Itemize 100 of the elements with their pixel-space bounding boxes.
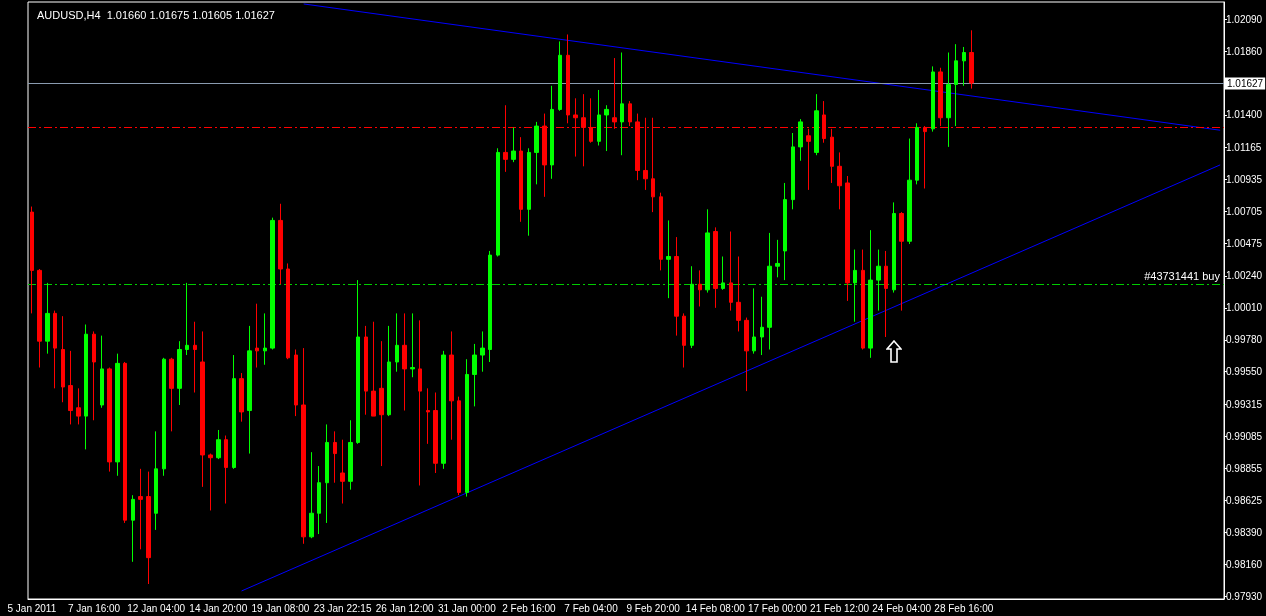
x-tick-label: 28 Feb 16:00 bbox=[934, 602, 994, 614]
candlestick bbox=[325, 423, 329, 524]
candlestick bbox=[100, 335, 104, 409]
candlestick bbox=[208, 453, 213, 511]
candlestick bbox=[729, 231, 733, 312]
candlestick bbox=[861, 249, 865, 350]
candlestick bbox=[286, 262, 290, 360]
candlestick bbox=[511, 126, 516, 163]
x-tick-label: 7 Jan 16:00 bbox=[67, 602, 121, 614]
candlestick bbox=[783, 182, 787, 281]
candlestick bbox=[379, 340, 384, 467]
candlestick bbox=[767, 232, 772, 350]
candlestick bbox=[915, 122, 919, 185]
candlestick bbox=[558, 40, 562, 112]
y-tick-label: 1.01860 bbox=[1226, 45, 1263, 57]
candlestick bbox=[472, 343, 477, 407]
candlestick bbox=[185, 282, 189, 356]
y-tick-label: 1.00475 bbox=[1226, 237, 1263, 249]
candlestick bbox=[674, 236, 679, 337]
y-tick-label: 1.00240 bbox=[1226, 270, 1263, 282]
y-tick-label: 0.98160 bbox=[1226, 559, 1263, 571]
candlestick bbox=[527, 147, 531, 237]
candlestick bbox=[519, 136, 523, 223]
y-tick-label: 0.99315 bbox=[1226, 398, 1263, 410]
candlestick bbox=[255, 303, 259, 369]
candlestick bbox=[433, 392, 438, 474]
x-tick-label: 21 Feb 12:00 bbox=[810, 602, 870, 614]
candlestick bbox=[713, 226, 718, 309]
candlestick bbox=[480, 330, 485, 373]
candlestick bbox=[177, 340, 182, 406]
candlestick bbox=[666, 219, 671, 299]
candlestick bbox=[45, 282, 50, 355]
candlestick bbox=[193, 321, 197, 394]
candlestick bbox=[969, 29, 974, 90]
candlestick bbox=[721, 256, 725, 291]
candlestick bbox=[418, 319, 422, 486]
candlestick bbox=[364, 325, 368, 416]
candlestick bbox=[68, 350, 73, 425]
candlestick bbox=[169, 357, 174, 432]
candlestick bbox=[907, 138, 912, 245]
candlestick bbox=[239, 372, 244, 423]
candlestick bbox=[488, 250, 492, 363]
x-tick-label: 7 Feb 04:00 bbox=[564, 602, 619, 614]
candlestick bbox=[931, 65, 935, 133]
candlestick bbox=[146, 471, 151, 585]
y-tick-label: 0.99550 bbox=[1226, 366, 1263, 378]
candlestick bbox=[309, 451, 314, 539]
candlestick bbox=[154, 430, 158, 531]
x-tick-label: 2 Feb 16:00 bbox=[502, 602, 557, 614]
candlestick bbox=[162, 357, 166, 477]
candlestick bbox=[736, 256, 741, 332]
candlestick bbox=[892, 201, 896, 294]
candlestick bbox=[775, 239, 780, 278]
candlestick bbox=[333, 430, 337, 484]
candlestick bbox=[620, 52, 624, 156]
candlestick bbox=[371, 321, 376, 417]
candlestick bbox=[682, 312, 686, 369]
x-tick-label: 17 Feb 00:00 bbox=[747, 602, 808, 614]
candlestick bbox=[115, 353, 120, 477]
x-tick-label: 23 Jan 22:15 bbox=[313, 602, 372, 614]
candlestick bbox=[457, 396, 461, 496]
candlestick bbox=[278, 203, 283, 285]
x-tick-label: 24 Feb 04:00 bbox=[872, 602, 932, 614]
candlestick bbox=[496, 147, 500, 258]
y-tick-label: 0.97930 bbox=[1226, 591, 1263, 602]
candlestick bbox=[123, 361, 127, 524]
y-tick-label: 1.01400 bbox=[1226, 109, 1263, 121]
candlestick bbox=[876, 249, 881, 312]
candlestick bbox=[200, 330, 205, 488]
candlestick bbox=[534, 121, 539, 185]
candlestick bbox=[798, 118, 803, 162]
candlestick bbox=[340, 439, 345, 505]
candlestick bbox=[604, 104, 609, 152]
candlestick bbox=[224, 435, 228, 505]
candlestick bbox=[138, 468, 143, 550]
candlestick bbox=[30, 206, 34, 314]
candlestick bbox=[566, 33, 570, 124]
candlestick bbox=[550, 85, 554, 180]
candlestick bbox=[301, 347, 306, 545]
candlestick bbox=[61, 315, 65, 403]
candlestick bbox=[92, 330, 96, 421]
x-tick-label: 9 Feb 20:00 bbox=[626, 602, 681, 614]
candlestick bbox=[216, 429, 221, 460]
candlestick bbox=[884, 250, 888, 338]
candlestick bbox=[449, 330, 454, 441]
candlestick bbox=[752, 287, 756, 355]
x-tick-label: 31 Jan 00:00 bbox=[437, 602, 497, 614]
ref-line-label: 1.01627 bbox=[1227, 77, 1264, 89]
y-tick-label: 0.99085 bbox=[1226, 430, 1263, 442]
x-tick-label: 12 Jan 04:00 bbox=[127, 602, 186, 614]
candlestick bbox=[247, 325, 252, 455]
y-tick-label: 1.01165 bbox=[1226, 142, 1262, 154]
x-tick-label: 14 Jan 20:00 bbox=[189, 602, 248, 614]
candlestick bbox=[791, 132, 795, 210]
candlestick bbox=[387, 325, 391, 417]
candlestick bbox=[628, 100, 632, 127]
candlestick bbox=[954, 43, 958, 127]
candlestick bbox=[744, 317, 749, 392]
candlestick bbox=[356, 279, 360, 445]
candlestick bbox=[84, 324, 88, 450]
